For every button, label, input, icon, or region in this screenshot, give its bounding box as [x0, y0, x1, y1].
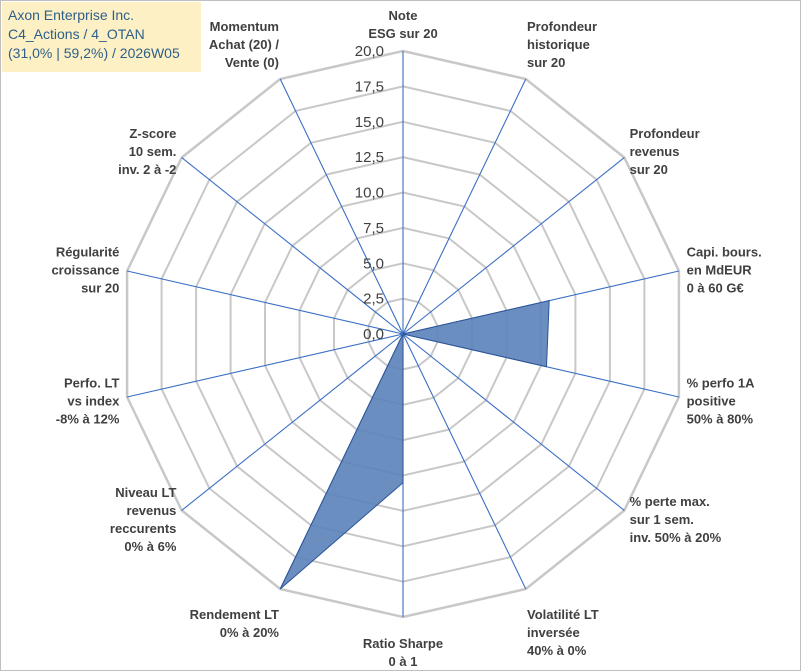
tick-label: 0,0 — [363, 326, 384, 343]
axis-line — [402, 333, 527, 590]
axis-label-line: positive — [687, 394, 736, 409]
axis-label-line: croissance — [51, 262, 119, 277]
axis-label-line: 0% à 20% — [220, 625, 280, 640]
axis-label-line: Rendement LT — [190, 607, 279, 622]
axis-label-line: Z-score — [129, 126, 176, 141]
axis-label-line: sur 20 — [81, 280, 119, 295]
axis-label-line: 0% à 6% — [124, 539, 176, 554]
axis-label: Profondeur historique sur 20 — [527, 19, 597, 70]
tick-label: 10,0 — [355, 185, 384, 202]
axis-label-line: Vente (0) — [225, 55, 279, 70]
axis-label: Rendement LT 0% à 20% — [190, 607, 280, 640]
company-name: Axon Enterprise Inc. — [8, 7, 135, 23]
axis-line — [181, 333, 404, 511]
axis-label: % perte max. sur 1 sem. inv. 50% à 20% — [630, 494, 722, 545]
axis-label-line: Perfo. LT — [64, 376, 119, 391]
axis-label-line: ESG sur 20 — [368, 26, 437, 41]
axis-label-line: inv. 50% à 20% — [630, 530, 722, 545]
axis-label-line: revenus — [630, 144, 680, 159]
axis-label-line: 10 sem. — [129, 144, 177, 159]
tick-label: 17,5 — [355, 78, 384, 95]
axis-label-line: historique — [527, 37, 590, 52]
axis-line — [181, 157, 404, 335]
tick-label: 20,0 — [355, 43, 384, 60]
axis-line — [126, 270, 404, 335]
series-area — [279, 299, 550, 590]
axis-label: Volatilité LT inversée 40% à 0% — [527, 607, 599, 658]
chart-title-box: Axon Enterprise Inc. C4_Actions / 4_OTAN… — [2, 2, 201, 72]
axis-label-line: sur 1 sem. — [630, 512, 694, 527]
axis-label-line: sur 20 — [630, 162, 668, 177]
axis-label-line: -8% à 12% — [56, 412, 120, 427]
axis-label-line: vs index — [67, 394, 120, 409]
axis-label: Note ESG sur 20 — [368, 8, 437, 41]
radar-tick-labels: 0,0 2,5 5,0 7,5 10,0 12,5 15,0 17,5 20,0 — [355, 43, 384, 343]
score-week-label: (31,0% | 59,2%) / 2026W05 — [8, 45, 180, 61]
axis-label-line: inv. 2 à -2 — [118, 162, 176, 177]
axis-label-line: Profondeur — [630, 126, 700, 141]
axis-label-line: revenus — [127, 503, 177, 518]
tick-label: 7,5 — [363, 220, 384, 237]
axis-label: Z-score 10 sem. inv. 2 à -2 — [118, 126, 176, 177]
axis-line — [402, 157, 625, 335]
tick-label: 2,5 — [363, 291, 384, 308]
axis-label-line: 0 à 1 — [389, 654, 418, 669]
axis-label-line: % perfo 1A — [687, 376, 756, 391]
axis-line — [402, 78, 527, 335]
radar-axis-labels: Note ESG sur 20 Profondeur historique sur 20… — [51, 8, 761, 669]
axis-label: Niveau LT revenus reccurents 0% à 6% — [110, 485, 177, 554]
category-label: C4_Actions / 4_OTAN — [8, 26, 145, 42]
axis-label-line: Momentum — [210, 19, 279, 34]
axis-line — [126, 333, 404, 398]
axis-label-line: 40% à 0% — [527, 643, 587, 658]
axis-label: Ratio Sharpe 0 à 1 — [363, 636, 443, 669]
axis-label-line: Profondeur — [527, 19, 597, 34]
axis-label-line: Niveau LT — [115, 485, 176, 500]
tick-label: 12,5 — [355, 149, 384, 166]
axis-label: Régularité croissance sur 20 — [51, 244, 119, 295]
axis-label-line: % perte max. — [630, 494, 710, 509]
axis-label-line: en MdEUR — [687, 262, 753, 277]
axis-label-line: reccurents — [110, 521, 176, 536]
axis-label-line: Ratio Sharpe — [363, 636, 443, 651]
axis-label-line: Régularité — [56, 244, 120, 259]
axis-label-line: Capi. bours. — [687, 244, 762, 259]
axis-line — [279, 78, 404, 335]
axis-label: Perfo. LT vs index -8% à 12% — [56, 376, 120, 427]
tick-label: 5,0 — [363, 255, 384, 272]
tick-label: 15,0 — [355, 114, 384, 131]
axis-label: Profondeur revenus sur 20 — [630, 126, 700, 177]
axis-label: Capi. bours. en MdEUR 0 à 60 G€ — [687, 244, 762, 295]
axis-label-line: inversée — [527, 625, 580, 640]
axis-label-line: sur 20 — [527, 55, 565, 70]
axis-label-line: 0 à 60 G€ — [687, 280, 744, 295]
axis-line — [402, 333, 625, 511]
axis-label-line: 50% à 80% — [687, 412, 754, 427]
radar-series — [279, 299, 550, 590]
axis-label: % perfo 1A positive 50% à 80% — [687, 376, 756, 427]
axis-label-line: Note — [389, 8, 418, 23]
axis-label-line: Volatilité LT — [527, 607, 599, 622]
axis-label: Momentum Achat (20) / Vente (0) — [209, 19, 279, 70]
axis-label-line: Achat (20) / — [209, 37, 279, 52]
